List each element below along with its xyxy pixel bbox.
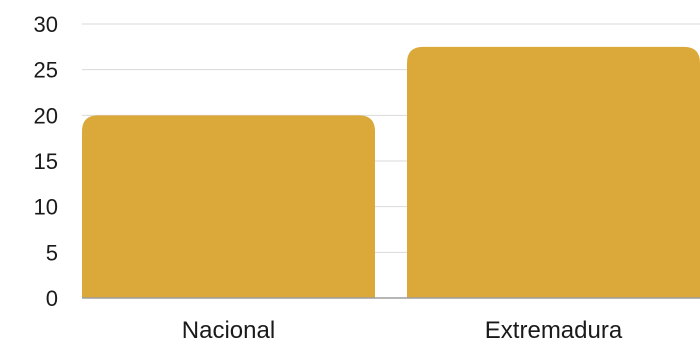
x-category-label: Nacional xyxy=(182,317,275,344)
y-tick-label: 20 xyxy=(34,103,58,128)
y-tick-label: 25 xyxy=(34,58,58,83)
y-axis-tick-labels: 0 5 10 15 20 25 30 xyxy=(34,12,58,311)
y-tick-label: 15 xyxy=(34,149,58,174)
y-tick-label: 5 xyxy=(46,240,58,265)
bar-nacional xyxy=(82,115,375,298)
y-tick-label: 30 xyxy=(34,12,58,37)
y-tick-label: 0 xyxy=(46,286,58,311)
x-axis-category-labels: Nacional Extremadura xyxy=(182,317,623,344)
bar-extremadura xyxy=(407,46,700,299)
y-tick-label: 10 xyxy=(34,195,58,220)
x-category-label: Extremadura xyxy=(485,317,623,344)
bars xyxy=(82,46,700,299)
